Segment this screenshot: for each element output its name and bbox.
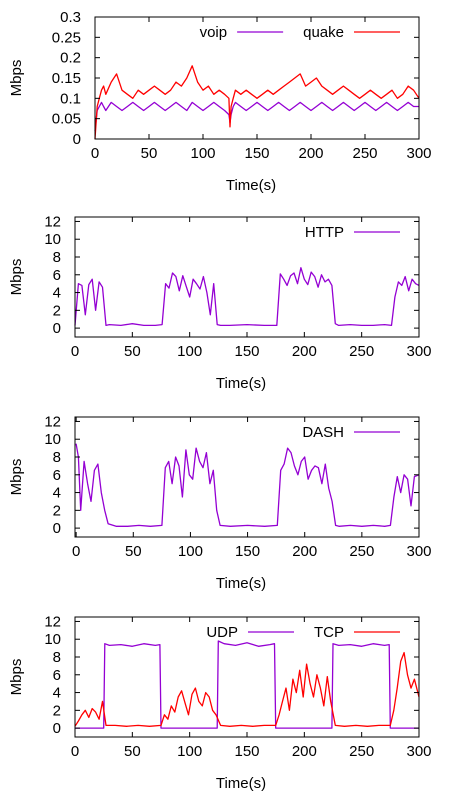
plot-frame bbox=[94, 16, 420, 140]
plot-frame bbox=[74, 216, 420, 338]
chart-panel-2: 0 50 100 150 200 250 300024681012Time(s)MbpsHT… bbox=[8, 213, 432, 392]
chart-panel-3: 0 50 100 150 200 250 300024681012Time(s)MbpsDA… bbox=[8, 413, 432, 592]
y-tick-label: 4 bbox=[53, 485, 61, 502]
y-tick-label: 6 bbox=[53, 267, 61, 284]
y-tick-label: 0.25 bbox=[52, 29, 81, 46]
x-tick-label: 200 bbox=[292, 743, 317, 760]
series-line-quake bbox=[94, 65, 420, 140]
x-tick-label: 100 bbox=[190, 145, 215, 162]
legend-label-dash: DASH bbox=[302, 424, 344, 441]
legend-label-voip: voip bbox=[200, 24, 228, 41]
y-tick-label: 2 bbox=[53, 302, 61, 319]
x-tick-label: 300 bbox=[406, 543, 431, 560]
legend-label-udp: UDP bbox=[206, 624, 238, 641]
x-tick-label: 0 bbox=[72, 543, 80, 560]
x-tick-label: 250 bbox=[349, 343, 374, 360]
y-axis-label: Mbps bbox=[8, 659, 25, 696]
y-axis-label: Mbps bbox=[8, 259, 25, 296]
x-tick-label: 150 bbox=[234, 343, 259, 360]
x-tick-label: 300 bbox=[406, 145, 431, 162]
y-tick-label: 0.15 bbox=[52, 70, 81, 87]
y-tick-label: 10 bbox=[44, 431, 61, 448]
y-tick-label: 8 bbox=[53, 449, 61, 466]
x-tick-label: 100 bbox=[177, 343, 202, 360]
y-tick-label: 0.1 bbox=[60, 90, 81, 107]
x-tick-label: 50 bbox=[125, 543, 142, 560]
y-tick-label: 10 bbox=[44, 631, 61, 648]
x-tick-label: 200 bbox=[292, 543, 317, 560]
x-tick-label: 300 bbox=[406, 343, 431, 360]
x-tick-label: 200 bbox=[292, 343, 317, 360]
series-line-voip bbox=[94, 101, 419, 131]
x-axis-label: Time(s) bbox=[216, 775, 266, 792]
y-tick-label: 12 bbox=[44, 413, 61, 430]
x-axis-label: Time(s) bbox=[226, 177, 276, 194]
series-line-tcp bbox=[74, 651, 420, 727]
legend-label-http: HTTP bbox=[305, 224, 344, 241]
y-tick-label: 0 bbox=[53, 520, 61, 537]
x-tick-label: 150 bbox=[235, 543, 260, 560]
y-tick-label: 6 bbox=[53, 667, 61, 684]
y-tick-label: 8 bbox=[53, 649, 61, 666]
x-tick-label: 50 bbox=[141, 145, 158, 162]
x-axis-label: Time(s) bbox=[216, 375, 266, 392]
x-tick-label: 200 bbox=[298, 145, 323, 162]
y-tick-label: 0 bbox=[53, 320, 61, 337]
x-tick-label: 100 bbox=[178, 543, 203, 560]
series-line-http bbox=[74, 267, 420, 327]
y-tick-label: 4 bbox=[53, 285, 61, 302]
y-tick-label: 4 bbox=[53, 685, 61, 702]
x-tick-label: 300 bbox=[406, 743, 431, 760]
y-tick-label: 0 bbox=[73, 131, 81, 148]
x-tick-label: 0 bbox=[71, 343, 79, 360]
x-tick-label: 250 bbox=[352, 145, 377, 162]
x-axis-label: Time(s) bbox=[216, 575, 266, 592]
x-tick-label: 0 bbox=[71, 743, 79, 760]
chart-panel-1: 0 50 100 150 200 250 300 0 0.05 0.1 0.15 0.2 0.25 0.3… bbox=[8, 9, 432, 194]
series-line-udp bbox=[75, 640, 419, 729]
y-tick-label: 0 bbox=[53, 720, 61, 737]
x-tick-label: 250 bbox=[349, 743, 374, 760]
y-tick-label: 12 bbox=[44, 613, 61, 630]
x-tick-label: 50 bbox=[124, 743, 141, 760]
y-tick-label: 2 bbox=[53, 702, 61, 719]
plot-frame bbox=[74, 416, 420, 538]
y-tick-label: 10 bbox=[44, 231, 61, 248]
x-tick-label: 50 bbox=[124, 343, 141, 360]
x-tick-label: 0 bbox=[91, 145, 99, 162]
plot-frame bbox=[74, 616, 420, 738]
y-tick-label: 0.2 bbox=[60, 50, 81, 67]
y-tick-label: 8 bbox=[53, 249, 61, 266]
y-axis-label: Mbps bbox=[8, 60, 25, 97]
legend-label-tcp: TCP bbox=[314, 624, 344, 641]
y-tick-label: 0.3 bbox=[60, 9, 81, 26]
x-tick-label: 100 bbox=[177, 743, 202, 760]
y-tick-label: 0.05 bbox=[52, 111, 81, 128]
y-tick-label: 2 bbox=[53, 502, 61, 519]
y-tick-label: 12 bbox=[44, 213, 61, 230]
y-tick-label: 6 bbox=[53, 467, 61, 484]
x-tick-label: 150 bbox=[234, 743, 259, 760]
x-tick-label: 250 bbox=[349, 543, 374, 560]
legend-label-quake: quake bbox=[303, 24, 344, 41]
series-line-dash bbox=[75, 443, 420, 527]
y-axis-label: Mbps bbox=[8, 459, 25, 496]
x-tick-label: 150 bbox=[244, 145, 269, 162]
chart-panel-4: 0 50 100 150 200 250 300024681012Time(s)MbpsTC… bbox=[8, 613, 432, 792]
